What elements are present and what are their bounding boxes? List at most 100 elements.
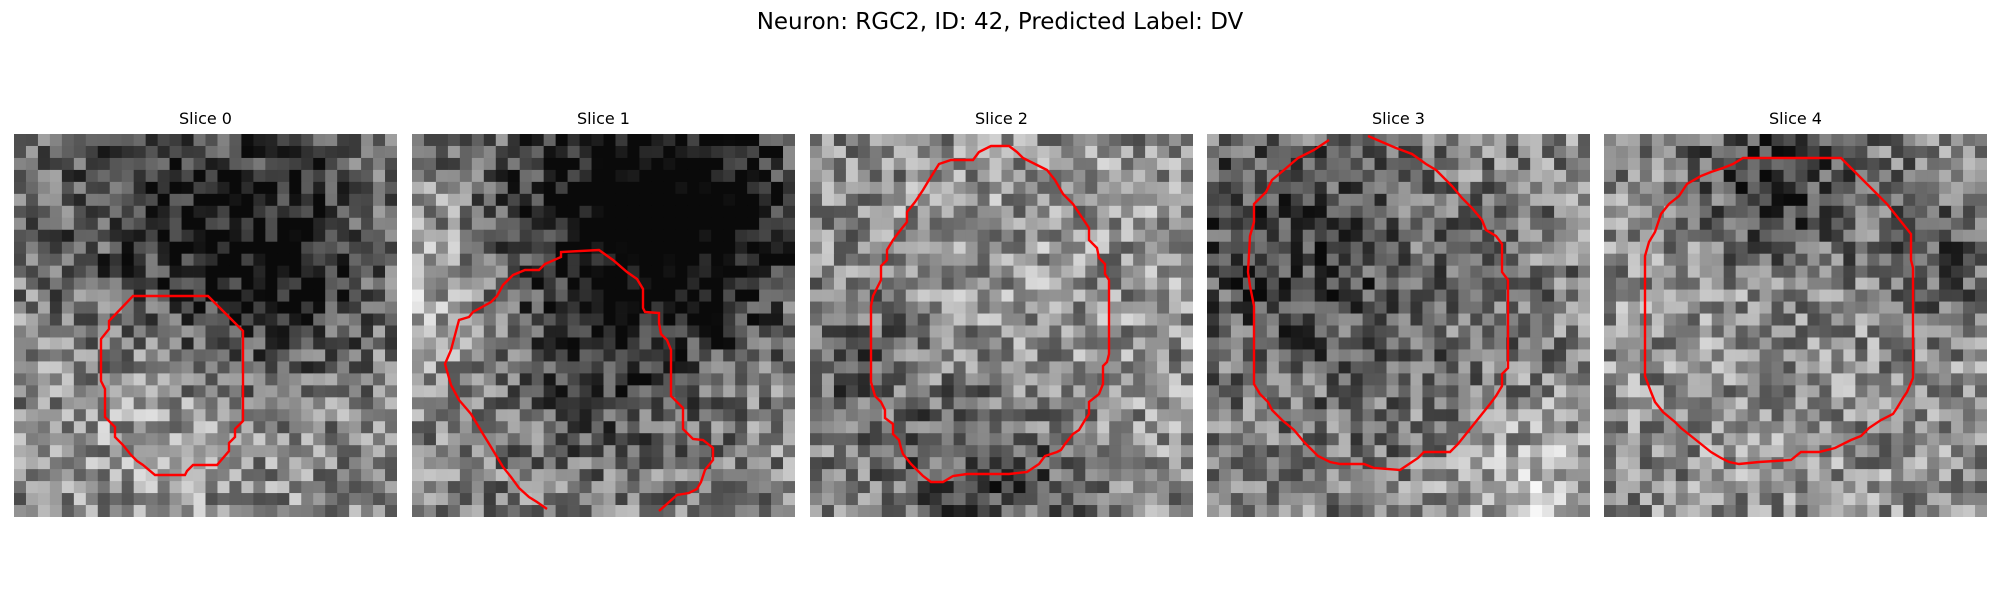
pixel: [483, 385, 497, 398]
pixel: [1795, 433, 1808, 446]
pixel: [1230, 469, 1244, 482]
pixel: [1687, 445, 1701, 458]
pixel: [1121, 493, 1134, 506]
pixel: [1410, 493, 1423, 506]
pixel: [459, 493, 473, 506]
pixel: [1109, 505, 1122, 517]
pixel: [471, 181, 485, 195]
pixel: [1699, 253, 1713, 267]
pixel: [1410, 277, 1423, 290]
pixel: [651, 157, 664, 171]
pixel: [603, 385, 616, 398]
pixel: [1542, 265, 1555, 279]
pixel: [735, 385, 748, 398]
pixel: [771, 157, 784, 171]
pixel: [651, 421, 664, 434]
pixel: [1615, 145, 1629, 159]
pixel: [1747, 181, 1760, 195]
pixel: [157, 421, 170, 434]
pixel: [121, 457, 135, 470]
pixel: [1530, 505, 1543, 517]
pixel: [49, 193, 63, 207]
pixel: [49, 445, 63, 458]
pixel: [435, 313, 449, 326]
pixel: [663, 217, 676, 231]
pixel: [603, 445, 616, 458]
pixel: [953, 241, 966, 255]
pixel: [1903, 157, 1916, 171]
pixel: [1422, 457, 1435, 470]
pixel: [205, 145, 218, 159]
pixel: [495, 445, 509, 458]
pixel: [121, 193, 135, 207]
pixel: [1037, 301, 1050, 314]
pixel: [61, 217, 75, 231]
pixel: [1831, 157, 1844, 171]
pixel: [723, 229, 736, 243]
pixel: [361, 134, 374, 147]
pixel: [1049, 481, 1062, 494]
pixel: [447, 241, 461, 255]
pixel: [265, 134, 278, 147]
pixel: [157, 205, 170, 219]
pixel: [977, 229, 990, 243]
pixel: [1073, 217, 1086, 231]
pixel: [747, 157, 760, 171]
pixel: [14, 361, 27, 374]
pixel: [435, 337, 449, 350]
pixel: [567, 253, 580, 267]
pixel: [1157, 253, 1170, 267]
pixel: [181, 229, 194, 243]
pixel: [1771, 301, 1784, 314]
pixel: [1410, 349, 1423, 362]
pixel: [1326, 469, 1340, 482]
pixel: [1554, 145, 1567, 159]
pixel: [1578, 301, 1590, 314]
pixel: [1145, 265, 1158, 279]
pixel: [1386, 469, 1399, 482]
pixel: [1458, 397, 1471, 410]
pixel: [917, 433, 931, 446]
pixel: [1350, 361, 1363, 374]
pixel: [1807, 397, 1820, 410]
pixel: [217, 373, 230, 386]
pixel: [1879, 385, 1892, 398]
pixel: [1879, 134, 1892, 147]
pixel: [1903, 253, 1916, 267]
pixel: [1867, 313, 1880, 326]
pixel: [301, 193, 314, 207]
pixel: [241, 397, 254, 410]
pixel: [699, 193, 712, 207]
pixel: [1566, 253, 1579, 267]
pixel: [423, 433, 437, 446]
pixel: [412, 325, 425, 338]
pixel: [1242, 205, 1256, 219]
pixel: [1446, 469, 1459, 482]
pixel: [1242, 361, 1256, 374]
pixel: [711, 469, 724, 482]
pixel: [361, 469, 374, 482]
pixel: [857, 277, 871, 290]
pixel: [615, 421, 628, 434]
pixel: [1314, 157, 1328, 171]
pixel: [1121, 289, 1134, 302]
pixel: [1530, 205, 1543, 219]
pixel: [1627, 134, 1641, 147]
pixel: [1061, 169, 1074, 183]
pixel: [85, 265, 99, 279]
pixel: [1109, 193, 1122, 207]
pixel: [1254, 205, 1268, 219]
pixel: [1133, 469, 1146, 482]
pixel: [1169, 481, 1182, 494]
pixel: [603, 193, 616, 207]
pixel: [639, 265, 652, 279]
pixel: [917, 361, 931, 374]
pixel: [133, 337, 147, 350]
pixel: [603, 481, 616, 494]
pixel: [217, 481, 230, 494]
pixel: [459, 337, 473, 350]
pixel: [61, 325, 75, 338]
pixel: [1494, 445, 1507, 458]
pixel: [1398, 469, 1411, 482]
pixel: [735, 397, 748, 410]
